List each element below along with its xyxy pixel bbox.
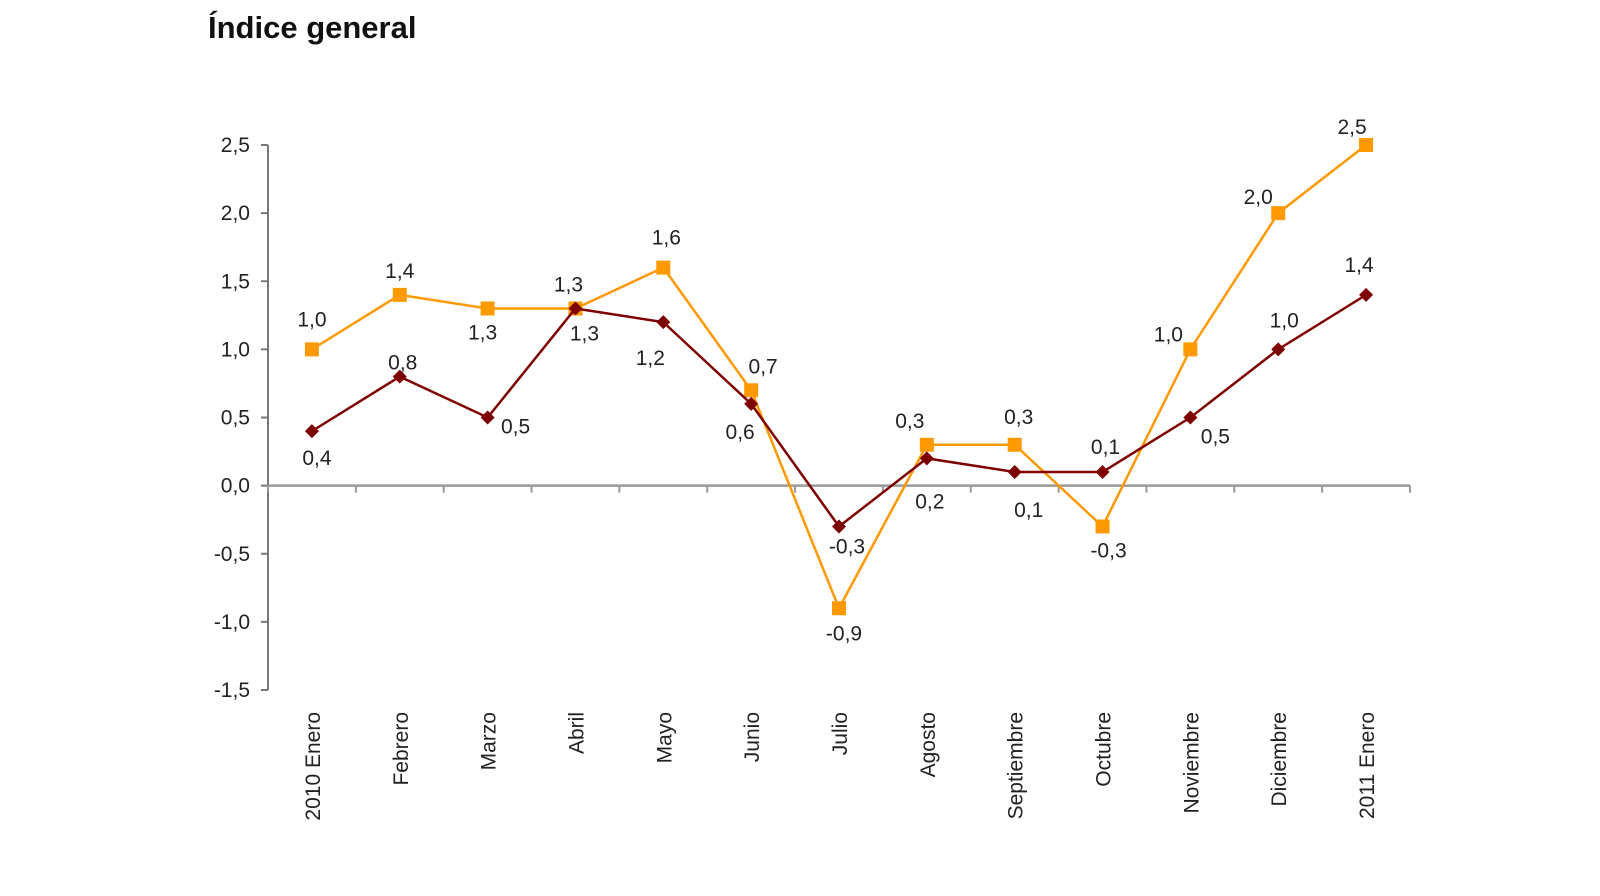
data-point bbox=[392, 369, 407, 384]
data-point bbox=[1271, 206, 1286, 221]
data-label: -0,9 bbox=[826, 622, 862, 645]
data-point bbox=[1183, 410, 1198, 425]
chart-title: Índice general bbox=[208, 10, 417, 45]
data-point bbox=[919, 437, 934, 452]
data-point bbox=[744, 396, 759, 411]
data-label: 1,6 bbox=[652, 227, 681, 250]
x-tick-label: Septiembre bbox=[1005, 712, 1028, 819]
data-point bbox=[919, 451, 934, 466]
x-tick-label: Agosto bbox=[917, 712, 940, 777]
data-point bbox=[304, 424, 319, 439]
data-label: 1,3 bbox=[554, 274, 583, 297]
data-point bbox=[480, 410, 495, 425]
data-point bbox=[1095, 519, 1110, 534]
y-tick-label: 0,0 bbox=[221, 475, 250, 498]
data-label: 0,1 bbox=[1091, 436, 1120, 459]
x-tick-label: Octubre bbox=[1093, 712, 1116, 787]
x-tick-label: Julio bbox=[829, 712, 852, 755]
data-point bbox=[656, 260, 671, 275]
data-label: 1,4 bbox=[1344, 254, 1374, 277]
data-point bbox=[1007, 437, 1022, 452]
y-tick-label: 0,5 bbox=[221, 407, 250, 430]
data-label: 0,5 bbox=[1201, 426, 1230, 449]
data-point bbox=[568, 301, 583, 316]
x-tick-label: Mayo bbox=[653, 712, 676, 763]
x-tick-label: Marzo bbox=[478, 712, 501, 770]
data-label: 0,3 bbox=[895, 410, 924, 433]
data-point bbox=[1007, 465, 1022, 479]
x-tick-label: Noviembre bbox=[1180, 712, 1203, 814]
data-label: 0,5 bbox=[501, 416, 530, 439]
x-tick-label: Diciembre bbox=[1268, 712, 1291, 807]
data-label: -0,3 bbox=[1090, 540, 1126, 563]
data-label: 1,3 bbox=[468, 322, 497, 345]
y-tick-label: -1,5 bbox=[214, 679, 250, 702]
data-point bbox=[832, 519, 846, 534]
data-label: 1,3 bbox=[570, 323, 599, 346]
y-tick-label: 2,0 bbox=[221, 202, 250, 225]
data-label: 2,0 bbox=[1244, 186, 1273, 209]
data-point bbox=[744, 383, 759, 398]
data-label: 0,3 bbox=[1004, 406, 1033, 429]
data-label: 0,4 bbox=[302, 447, 332, 470]
data-point bbox=[656, 315, 671, 330]
y-tick-label: 2,5 bbox=[221, 134, 250, 157]
data-point bbox=[1359, 287, 1374, 302]
y-tick-label: -1,0 bbox=[214, 611, 250, 634]
data-label: 0,2 bbox=[915, 490, 944, 513]
data-label: 1,4 bbox=[385, 260, 415, 283]
data-point bbox=[832, 601, 846, 616]
data-label: 0,8 bbox=[388, 352, 417, 375]
data-point bbox=[1359, 138, 1374, 152]
data-label: -0,3 bbox=[829, 536, 865, 559]
x-tick-label: Abril bbox=[565, 712, 588, 754]
x-tick-label: Junio bbox=[741, 712, 764, 762]
y-tick-label: 1,5 bbox=[221, 270, 250, 293]
x-tick-label: 2010 Enero bbox=[302, 712, 325, 821]
data-label: 2,5 bbox=[1337, 116, 1366, 139]
data-point bbox=[392, 287, 407, 302]
data-label: 0,6 bbox=[726, 421, 755, 444]
data-point bbox=[1271, 342, 1286, 357]
data-label: 1,0 bbox=[1270, 309, 1299, 332]
data-label: 1,0 bbox=[297, 308, 326, 331]
data-point bbox=[1095, 465, 1110, 479]
data-point bbox=[480, 301, 495, 316]
data-label: 1,2 bbox=[636, 347, 665, 370]
x-tick-label: 2011 Enero bbox=[1356, 712, 1379, 819]
x-tick-label: Febrero bbox=[390, 712, 413, 786]
y-tick-label: -0,5 bbox=[214, 543, 250, 566]
data-label: 1,0 bbox=[1154, 323, 1183, 346]
data-label: 0,1 bbox=[1014, 499, 1043, 522]
data-point bbox=[1183, 342, 1198, 357]
data-point bbox=[304, 342, 319, 357]
data-label: 0,7 bbox=[749, 355, 778, 378]
y-tick-label: 1,0 bbox=[221, 338, 250, 361]
